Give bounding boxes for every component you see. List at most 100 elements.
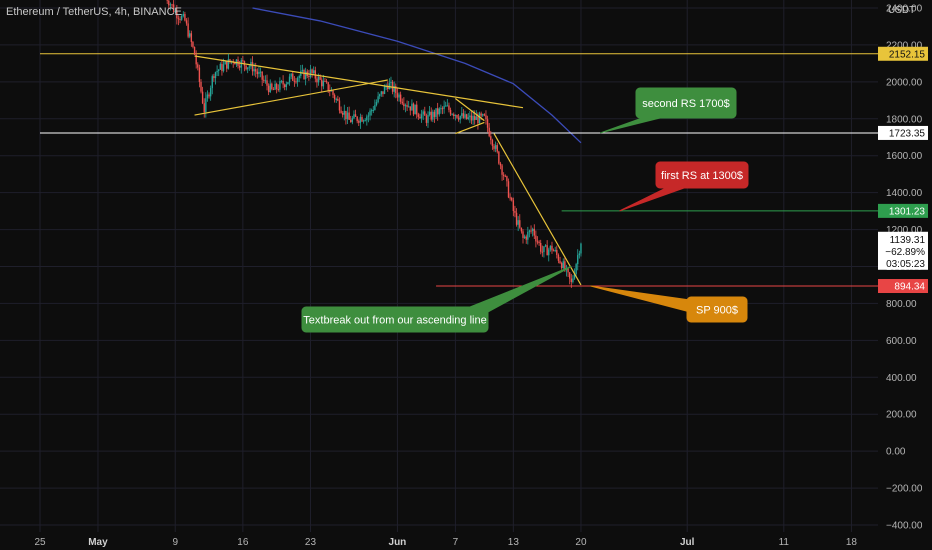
candle-body bbox=[203, 103, 205, 113]
candle-body bbox=[285, 84, 288, 88]
last-price-change: −62.89% bbox=[885, 247, 925, 258]
candle-body bbox=[482, 114, 484, 116]
sp-note-box[interactable] bbox=[686, 296, 748, 323]
candle-body bbox=[369, 110, 371, 116]
moving-average-line bbox=[252, 7, 582, 144]
candle-body bbox=[226, 61, 228, 69]
x-tick-label: 11 bbox=[779, 537, 790, 548]
candle-body bbox=[346, 112, 349, 120]
symbol-title: Ethereum / TetherUS, 4h, BINANCE bbox=[6, 6, 182, 18]
candle-body bbox=[544, 245, 547, 247]
candle-body bbox=[387, 86, 389, 90]
candle-body bbox=[264, 80, 267, 82]
first-rs-note-box[interactable] bbox=[655, 161, 749, 189]
candle-body bbox=[433, 111, 436, 117]
candle-body bbox=[300, 71, 302, 76]
y-tick-label: −400.00 bbox=[886, 521, 923, 532]
candle-body bbox=[304, 71, 307, 80]
candle-body bbox=[274, 83, 276, 90]
x-tick-label: 20 bbox=[575, 537, 587, 548]
second-rs-note-box[interactable] bbox=[635, 87, 737, 119]
candle-body bbox=[222, 64, 225, 72]
candle-body bbox=[272, 89, 275, 91]
candle-body bbox=[345, 110, 347, 120]
candle-body bbox=[493, 145, 495, 149]
candle-body bbox=[472, 115, 474, 121]
candle-body bbox=[430, 111, 432, 120]
candle-body bbox=[502, 174, 505, 176]
candle-body bbox=[193, 46, 196, 55]
candle-body bbox=[517, 220, 519, 225]
trendline-pennant-bottom bbox=[455, 121, 485, 135]
candle-body bbox=[169, 4, 172, 6]
candle-body bbox=[490, 136, 492, 141]
candle-body bbox=[399, 94, 402, 102]
x-tick-label: 23 bbox=[305, 537, 317, 548]
candle-body bbox=[520, 227, 523, 232]
candle-body bbox=[303, 69, 305, 80]
candle-body bbox=[383, 86, 386, 94]
breakout-note-pointer bbox=[468, 266, 572, 313]
candle-body bbox=[560, 263, 563, 269]
candle-body bbox=[491, 140, 494, 146]
candle-body bbox=[187, 23, 189, 37]
candle-body bbox=[506, 176, 508, 182]
candle-body bbox=[404, 105, 407, 107]
ma-line bbox=[252, 7, 582, 144]
candle-body bbox=[261, 71, 263, 80]
candle-body bbox=[494, 145, 497, 149]
candle-body bbox=[176, 11, 178, 19]
price-axis[interactable]: 2400.00 2200.00 2000.00 1800.00 1600.00 1400.… bbox=[878, 4, 928, 532]
candle-body bbox=[343, 110, 345, 115]
level-tag bbox=[878, 279, 928, 294]
candle-body bbox=[530, 230, 532, 232]
trendline-breakdown-line bbox=[493, 133, 582, 286]
y-tick-label: 2000.00 bbox=[886, 77, 923, 88]
candle-body bbox=[316, 78, 318, 83]
time-axis[interactable]: 25 May 9 16 23 Jun 7 13 20 Jul 11 18 bbox=[34, 537, 857, 548]
level-tag-label: 2152.15 bbox=[889, 49, 926, 60]
candle-body bbox=[308, 76, 310, 78]
candle-body bbox=[224, 61, 226, 65]
candle-body bbox=[438, 108, 440, 115]
candle-body bbox=[364, 120, 366, 122]
y-tick-label: 0.00 bbox=[886, 447, 906, 458]
candle-body bbox=[292, 73, 294, 81]
candle-body bbox=[554, 250, 556, 252]
candle-body bbox=[445, 105, 447, 107]
breakout-note-box[interactable] bbox=[301, 306, 489, 333]
candle-body bbox=[578, 253, 581, 256]
candle-body bbox=[309, 69, 312, 77]
candle-body bbox=[398, 94, 400, 98]
candle-body bbox=[195, 54, 197, 65]
candle-body bbox=[179, 18, 181, 20]
y-tick-label: 800.00 bbox=[886, 299, 917, 310]
candle-body bbox=[568, 272, 571, 279]
candle-body bbox=[474, 115, 476, 120]
sp-note-text: SP 900$ bbox=[696, 305, 738, 317]
candle-body bbox=[382, 91, 384, 94]
candle-body bbox=[267, 85, 270, 93]
level-tag bbox=[878, 203, 928, 218]
candle-body bbox=[370, 110, 373, 112]
candle-body bbox=[541, 251, 544, 253]
candle-body bbox=[435, 108, 437, 117]
candle-body bbox=[311, 69, 313, 74]
candle-body bbox=[361, 117, 363, 122]
candle-body bbox=[211, 76, 213, 89]
level-tag-label: 1723.35 bbox=[889, 128, 926, 139]
annotations: second RS 1700$ first RS at 1300$ SP 900$ T… bbox=[301, 87, 749, 333]
candle-body bbox=[417, 114, 420, 117]
candle-body bbox=[390, 81, 392, 84]
candle-body bbox=[540, 242, 542, 252]
candle-body bbox=[515, 212, 518, 225]
sp-note-pointer bbox=[590, 285, 691, 313]
candle-body bbox=[219, 63, 222, 70]
y-tick-label: 200.00 bbox=[886, 410, 917, 421]
horizontal-levels bbox=[40, 53, 878, 287]
candle-body bbox=[456, 115, 458, 118]
candle-body bbox=[333, 94, 336, 100]
candle-body bbox=[395, 85, 397, 94]
candle-body bbox=[200, 81, 202, 92]
